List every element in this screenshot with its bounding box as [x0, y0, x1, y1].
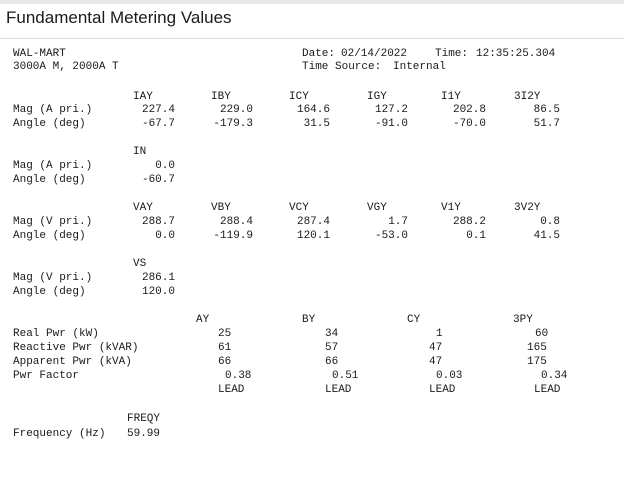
voltage-angle-vcy: 120.1 [296, 230, 330, 242]
page-title: Fundamental Metering Values [6, 8, 232, 27]
current-mag-iay: 227.4 [141, 104, 175, 116]
date-label: Date: [302, 48, 336, 60]
col-header-v1y: V1Y [441, 202, 461, 214]
pf-type-cy: LEAD [429, 384, 456, 396]
current-angle-label: Angle (deg) [13, 118, 86, 130]
voltage-angle-vay: 0.0 [155, 230, 175, 242]
frequency-value: 59.99 [127, 428, 161, 440]
current-angle-igy: -91.0 [374, 118, 408, 130]
apparent-power-ay: 66 [218, 356, 232, 368]
reactive-power-3py: 165 [527, 342, 547, 354]
col-header-cy: CY [407, 314, 421, 326]
time-source-value: Internal [393, 61, 446, 73]
col-header-iay: IAY [133, 91, 153, 103]
date-value: 02/14/2022 [341, 48, 408, 60]
voltage-mag-v1y: 288.2 [452, 216, 486, 228]
pf-type-3py: LEAD [534, 384, 561, 396]
voltage-mag-label: Mag (V pri.) [13, 216, 93, 228]
neutral-mag-label: Mag (A pri.) [13, 160, 93, 172]
voltage-mag-vay: 288.7 [141, 216, 175, 228]
voltage-mag-3v2y: 0.8 [540, 216, 560, 228]
power-factor-by: 0.51 [332, 370, 359, 382]
current-mag-igy: 127.2 [374, 104, 408, 116]
apparent-power-by: 66 [325, 356, 339, 368]
current-angle-i1y: -70.0 [452, 118, 486, 130]
power-factor-label: Pwr Factor [13, 370, 80, 382]
voltage-mag-vgy: 1.7 [388, 216, 408, 228]
voltage-angle-3v2y: 41.5 [533, 230, 560, 242]
real-power-cy: 1 [436, 328, 443, 340]
col-header-vgy: VGY [367, 202, 387, 214]
power-factor-cy: 0.03 [436, 370, 463, 382]
site-name: WAL-MART [13, 48, 66, 60]
neutral-angle-label: Angle (deg) [13, 174, 86, 186]
col-header-iby: IBY [211, 91, 231, 103]
real-power-label: Real Pwr (kW) [13, 328, 99, 340]
apparent-power-label: Apparent Pwr (kVA) [13, 356, 132, 368]
pf-type-ay: LEAD [218, 384, 245, 396]
apparent-power-cy: 47 [429, 356, 443, 368]
voltage-mag-vby: 288.4 [219, 216, 253, 228]
col-header-in: IN [133, 146, 147, 158]
current-mag-iby: 229.0 [219, 104, 253, 116]
col-header-vby: VBY [211, 202, 231, 214]
current-angle-iby: -179.3 [213, 118, 253, 130]
current-angle-3i2y: 51.7 [533, 118, 560, 130]
current-mag-i1y: 202.8 [452, 104, 486, 116]
power-factor-ay: 0.38 [225, 370, 252, 382]
reactive-power-cy: 47 [429, 342, 443, 354]
pf-type-by: LEAD [325, 384, 352, 396]
current-mag-label: Mag (A pri.) [13, 104, 93, 116]
power-factor-3py: 0.34 [541, 370, 568, 382]
col-header-igy: IGY [367, 91, 387, 103]
col-header-vay: VAY [133, 202, 153, 214]
voltage-angle-vby: -119.9 [213, 230, 253, 242]
frequency-label: Frequency (Hz) [13, 428, 106, 440]
time-label: Time: [435, 48, 469, 60]
sync-mag-label: Mag (V pri.) [13, 272, 93, 284]
reactive-power-ay: 61 [218, 342, 232, 354]
current-mag-icy: 164.6 [296, 104, 330, 116]
voltage-angle-vgy: -53.0 [374, 230, 408, 242]
current-angle-icy: 31.5 [303, 118, 330, 130]
col-header-3v2y: 3V2Y [514, 202, 541, 214]
sync-mag-value: 286.1 [141, 272, 175, 284]
reactive-power-label: Reactive Pwr (kVAR) [13, 342, 139, 354]
voltage-angle-v1y: 0.1 [466, 230, 486, 242]
apparent-power-3py: 175 [527, 356, 547, 368]
time-source-label: Time Source: [302, 61, 382, 73]
col-header-by: BY [302, 314, 316, 326]
col-header-vs: VS [133, 258, 147, 270]
title-divider [0, 38, 624, 39]
col-header-icy: ICY [289, 91, 309, 103]
reactive-power-by: 57 [325, 342, 339, 354]
sync-angle-label: Angle (deg) [13, 286, 86, 298]
top-strip [0, 0, 624, 4]
neutral-mag-value: 0.0 [155, 160, 175, 172]
time-value: 12:35:25.304 [476, 48, 556, 60]
col-header-i1y: I1Y [441, 91, 461, 103]
col-header-freqy: FREQY [127, 413, 161, 425]
current-angle-iay: -67.7 [141, 118, 175, 130]
voltage-mag-vcy: 287.4 [296, 216, 330, 228]
col-header-vcy: VCY [289, 202, 309, 214]
col-header-ay: AY [196, 314, 210, 326]
real-power-3py: 60 [535, 328, 549, 340]
real-power-ay: 25 [218, 328, 232, 340]
voltage-angle-label: Angle (deg) [13, 230, 86, 242]
sync-angle-value: 120.0 [141, 286, 175, 298]
col-header-3i2y: 3I2Y [514, 91, 541, 103]
neutral-angle-value: -60.7 [141, 174, 175, 186]
real-power-by: 34 [325, 328, 339, 340]
col-header-3py: 3PY [513, 314, 533, 326]
site-rating: 3000A M, 2000A T [13, 61, 119, 73]
current-mag-3i2y: 86.5 [533, 104, 560, 116]
